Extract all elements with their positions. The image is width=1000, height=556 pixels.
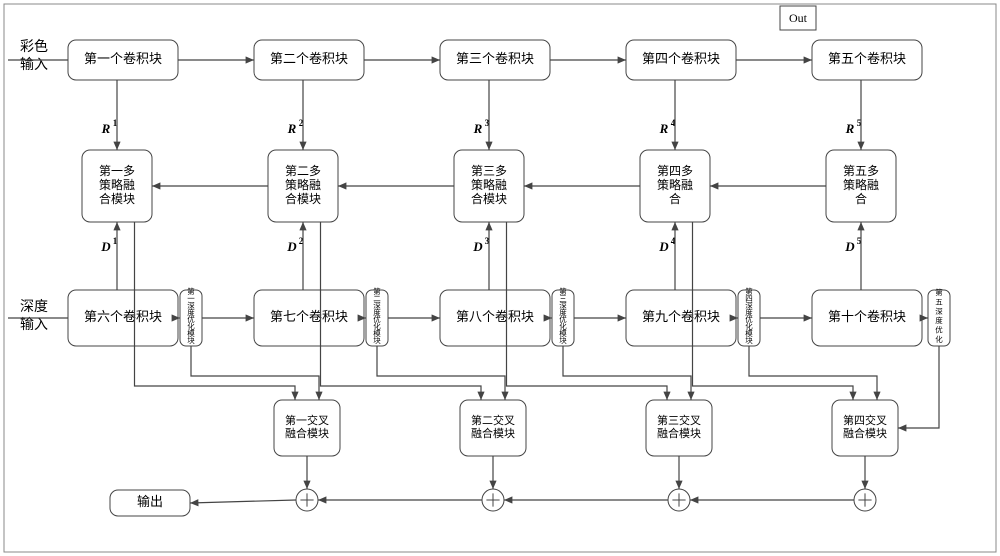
svg-text:融合模块: 融合模块: [657, 426, 701, 440]
svg-text:第一交叉: 第一交叉: [285, 413, 329, 427]
svg-text:D: D: [658, 239, 669, 254]
svg-text:第三个卷积块: 第三个卷积块: [456, 51, 534, 66]
svg-text:策略融: 策略融: [471, 177, 507, 192]
svg-text:第一多: 第一多: [99, 164, 135, 178]
svg-text:五: 五: [935, 297, 943, 306]
label: D4: [658, 236, 675, 254]
svg-text:策略融: 策略融: [99, 177, 135, 192]
svg-text:D: D: [844, 239, 855, 254]
label: R3: [473, 118, 490, 136]
depthopt-do5: 第五深度优化: [928, 287, 950, 346]
svg-text:策略融: 策略融: [657, 177, 693, 192]
svg-text:度: 度: [935, 315, 943, 325]
depth-input-label: 深度: [20, 299, 48, 315]
conv-c1: 第一个卷积块: [68, 40, 178, 80]
svg-text:块: 块: [373, 335, 381, 345]
label: R4: [659, 118, 676, 136]
svg-text:第四个卷积块: 第四个卷积块: [642, 51, 720, 66]
adder: [854, 489, 876, 511]
conv-c3: 第三个卷积块: [440, 40, 550, 80]
svg-text:深: 深: [935, 307, 943, 316]
conv-d2: 第七个卷积块: [254, 290, 364, 346]
svg-text:第二交叉: 第二交叉: [471, 413, 515, 427]
svg-text:第五多: 第五多: [843, 164, 879, 178]
cross-x4: 第四交叉融合模块: [832, 400, 898, 456]
svg-text:优: 优: [935, 324, 943, 334]
svg-text:R: R: [473, 121, 483, 136]
svg-text:输出: 输出: [137, 494, 163, 509]
svg-text:第一个卷积块: 第一个卷积块: [84, 51, 162, 66]
label: D3: [472, 236, 489, 254]
cross-x3: 第三交叉融合模块: [646, 400, 712, 456]
label: R1: [101, 118, 118, 136]
svg-text:第四交叉: 第四交叉: [843, 413, 887, 427]
svg-text:R: R: [101, 121, 111, 136]
svg-text:输入: 输入: [20, 317, 48, 333]
svg-text:融合模块: 融合模块: [843, 426, 887, 440]
depthopt-do1: 第一深度优化模块: [180, 286, 202, 346]
conv-d1: 第六个卷积块: [68, 290, 178, 346]
svg-text:第四多: 第四多: [657, 164, 693, 178]
svg-text:第七个卷积块: 第七个卷积块: [270, 309, 348, 324]
svg-text:融合模块: 融合模块: [471, 426, 515, 440]
svg-text:R: R: [659, 121, 669, 136]
conv-c4: 第四个卷积块: [626, 40, 736, 80]
svg-text:合模块: 合模块: [99, 191, 135, 206]
svg-text:合: 合: [669, 191, 681, 206]
conv-c5: 第五个卷积块: [812, 40, 922, 80]
svg-text:D: D: [472, 239, 483, 254]
svg-text:合模块: 合模块: [285, 191, 321, 206]
fusion-f4: 第四多策略融合: [640, 150, 710, 222]
svg-text:第三多: 第三多: [471, 164, 507, 178]
conv-c2: 第二个卷积块: [254, 40, 364, 80]
depthopt-do3: 第三深度优化模块: [552, 286, 574, 346]
fusion-f2: 第二多策略融合模块: [268, 150, 338, 222]
depthopt-do2: 第二深度优化模块: [366, 286, 388, 346]
svg-text:D: D: [286, 239, 297, 254]
svg-text:块: 块: [559, 335, 567, 345]
adder: [668, 489, 690, 511]
svg-text:D: D: [100, 239, 111, 254]
svg-text:第十个卷积块: 第十个卷积块: [828, 309, 906, 324]
svg-text:合模块: 合模块: [471, 191, 507, 206]
label: R2: [287, 118, 304, 136]
adder: [482, 489, 504, 511]
svg-text:R: R: [287, 121, 297, 136]
svg-text:第二个卷积块: 第二个卷积块: [270, 51, 348, 66]
svg-text:合: 合: [855, 191, 867, 206]
svg-text:第八个卷积块: 第八个卷积块: [456, 309, 534, 324]
svg-text:策略融: 策略融: [843, 177, 879, 192]
conv-d3: 第八个卷积块: [440, 290, 550, 346]
svg-text:第二多: 第二多: [285, 164, 321, 178]
svg-text:第九个卷积块: 第九个卷积块: [642, 309, 720, 324]
color-input-label: 彩色: [20, 38, 48, 55]
svg-text:第五个卷积块: 第五个卷积块: [828, 51, 906, 66]
conv-d4: 第九个卷积块: [626, 290, 736, 346]
svg-text:第六个卷积块: 第六个卷积块: [84, 309, 162, 324]
cross-x2: 第二交叉融合模块: [460, 400, 526, 456]
label: R5: [845, 118, 862, 136]
adder: [296, 489, 318, 511]
svg-text:第: 第: [935, 287, 943, 297]
output-box: 输出: [110, 490, 190, 516]
label: D2: [286, 236, 303, 254]
conv-d5: 第十个卷积块: [812, 290, 922, 346]
fusion-f5: 第五多策略融合: [826, 150, 896, 222]
svg-text:化: 化: [935, 334, 943, 344]
depthopt-do4: 第四深度优化模块: [738, 286, 760, 346]
out-box: Out: [780, 6, 816, 30]
svg-text:策略融: 策略融: [285, 177, 321, 192]
label: D5: [844, 236, 861, 254]
fusion-f3: 第三多策略融合模块: [454, 150, 524, 222]
svg-text:块: 块: [187, 335, 195, 345]
svg-text:Out: Out: [789, 11, 808, 25]
svg-text:块: 块: [745, 335, 753, 345]
cross-x1: 第一交叉融合模块: [274, 400, 340, 456]
fusion-f1: 第一多策略融合模块: [82, 150, 152, 222]
svg-text:第三交叉: 第三交叉: [657, 413, 701, 427]
label: D1: [100, 236, 117, 254]
svg-text:融合模块: 融合模块: [285, 426, 329, 440]
svg-text:R: R: [845, 121, 855, 136]
